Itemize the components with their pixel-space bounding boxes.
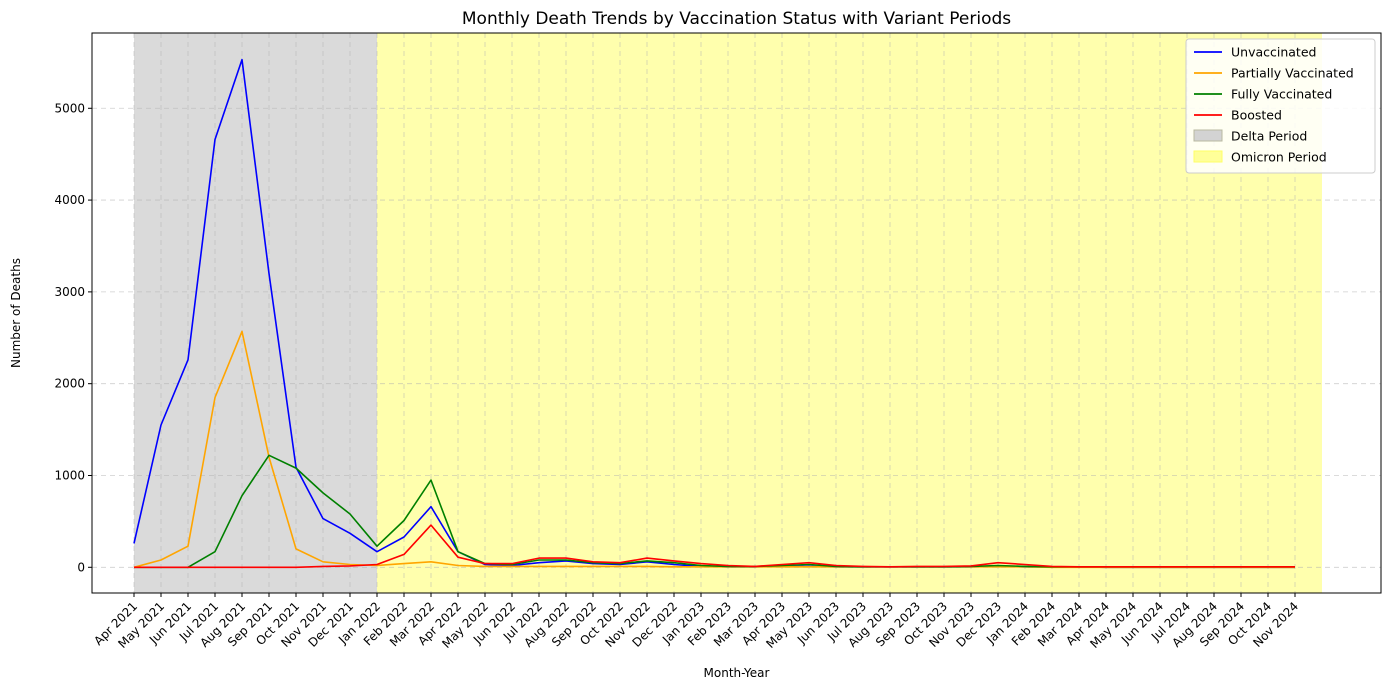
y-tick-label: 0	[77, 560, 85, 574]
legend-entry-label: Unvaccinated	[1231, 45, 1316, 60]
period-band-2	[377, 33, 1322, 593]
legend: Unvaccinated Partially Vaccinated Fully Va…	[1185, 38, 1376, 174]
series-line-4	[134, 524, 1295, 569]
series-lines	[133, 58, 1295, 569]
legend-patch-swatch	[1193, 129, 1223, 142]
legend-patch-swatch	[1193, 150, 1223, 163]
legend-entry-label: Partially Vaccinated	[1231, 66, 1354, 81]
y-tick-label: 2000	[54, 377, 85, 391]
x-axis-label: Month-Year	[704, 666, 770, 680]
legend-entry-label: Boosted	[1231, 108, 1282, 123]
y-tick-label: 5000	[54, 101, 85, 115]
y-axis: 0 1000 2000 3000 4000 5000	[54, 101, 92, 574]
chart-title: Monthly Death Trends by Vaccination Stat…	[462, 9, 1011, 29]
y-tick-label: 1000	[54, 468, 85, 482]
grid	[92, 33, 1381, 593]
legend-box	[1185, 38, 1376, 174]
period-bands	[134, 33, 1322, 593]
legend-entry-label: Fully Vaccinated	[1231, 87, 1332, 102]
y-tick-label: 4000	[54, 193, 85, 207]
legend-entry-label: Omicron Period	[1231, 150, 1327, 165]
y-tick-label: 3000	[54, 285, 85, 299]
legend-entry-label: Delta Period	[1231, 129, 1307, 144]
plot-frame	[91, 32, 1382, 594]
y-axis-label: Number of Deaths	[9, 258, 23, 368]
period-band-1	[134, 33, 377, 593]
